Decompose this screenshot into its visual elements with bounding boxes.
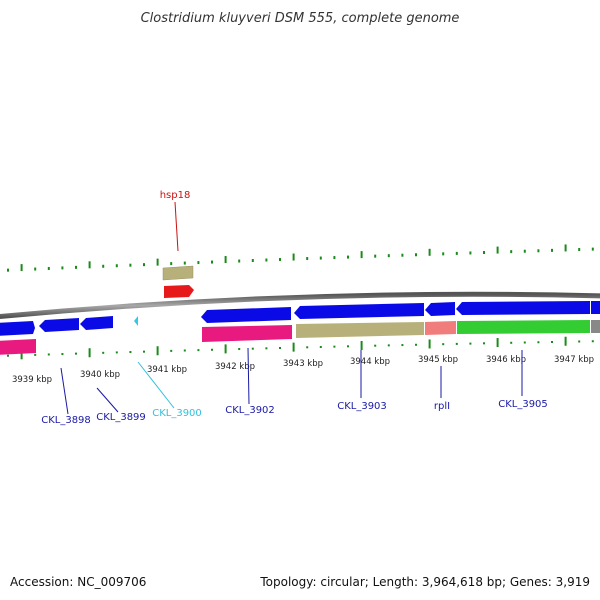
cds-ckl3902-arrow[interactable] bbox=[201, 307, 291, 323]
leader-ckl3898 bbox=[60, 367, 69, 415]
kbp-label: 3939 kbp bbox=[12, 375, 52, 385]
gray-block-right[interactable] bbox=[591, 320, 600, 333]
gene-label-ckl3902[interactable]: CKL_3902 bbox=[225, 405, 275, 416]
cds-ckl3905-arrow[interactable] bbox=[456, 301, 590, 315]
kbp-label: 3942 kbp bbox=[215, 362, 255, 372]
cds-ckl3898-arrow[interactable] bbox=[0, 321, 35, 336]
cds-track bbox=[0, 301, 600, 336]
cds-ckl3899b-arrow[interactable] bbox=[80, 316, 113, 330]
kbp-label: 3941 kbp bbox=[147, 365, 187, 375]
kbp-label: 3945 kbp bbox=[418, 355, 458, 365]
rna-block-ckl3902[interactable] bbox=[202, 325, 292, 342]
gene-label-hsp18[interactable]: hsp18 bbox=[160, 190, 191, 201]
leader-ckl3900 bbox=[137, 361, 175, 409]
gene-label-rpll[interactable]: rplI bbox=[434, 401, 450, 412]
topology-text: Topology: circular; Length: 3,964,618 bp… bbox=[259, 575, 590, 589]
cds-ckl3900-arrow[interactable] bbox=[134, 316, 138, 326]
leader-ckl3902 bbox=[247, 347, 250, 405]
hsp18-gene-tan-block[interactable] bbox=[162, 265, 194, 281]
cds-rpll-arrow[interactable] bbox=[425, 302, 455, 316]
gene-label-ckl3899[interactable]: CKL_3899 bbox=[96, 412, 146, 423]
gene-leader-lines bbox=[60, 347, 523, 415]
accession-text: Accession: NC_009706 bbox=[10, 575, 146, 589]
green-block-ckl3905[interactable] bbox=[457, 320, 590, 334]
cds-ckl3899a-arrow[interactable] bbox=[39, 318, 79, 332]
leader-ckl3899 bbox=[96, 387, 119, 413]
kbp-label: 3944 kbp bbox=[350, 357, 390, 367]
rna-block-left[interactable] bbox=[0, 339, 36, 355]
genome-backbone bbox=[0, 291, 600, 320]
feature-hsp18[interactable] bbox=[162, 201, 194, 298]
kbp-label: 3946 kbp bbox=[486, 355, 526, 365]
feature-color-track bbox=[0, 320, 600, 355]
tan-block-ckl3903[interactable] bbox=[296, 322, 424, 338]
hsp18-gene-arrow[interactable] bbox=[164, 285, 194, 298]
kbp-scale-labels: 3939 kbp 3940 kbp 3941 kbp 3942 kbp 3943… bbox=[12, 355, 594, 385]
gene-label-ckl3903[interactable]: CKL_3903 bbox=[337, 401, 387, 412]
gene-label-ckl3905[interactable]: CKL_3905 bbox=[498, 399, 548, 410]
map-title: Clostridium kluyveri DSM 555, complete g… bbox=[141, 11, 460, 26]
cds-ckl3903-arrow[interactable] bbox=[294, 303, 424, 319]
kbp-label: 3940 kbp bbox=[80, 370, 120, 380]
kbp-label: 3947 kbp bbox=[554, 355, 594, 365]
gene-label-ckl3898[interactable]: CKL_3898 bbox=[41, 415, 91, 426]
kbp-label: 3943 kbp bbox=[283, 359, 323, 369]
inner-tick-marks bbox=[7, 336, 594, 360]
pink-block-rpll[interactable] bbox=[425, 321, 456, 335]
gene-label-ckl3900[interactable]: CKL_3900 bbox=[152, 408, 202, 419]
hsp18-leader-line bbox=[174, 201, 179, 252]
outer-tick-marks bbox=[7, 244, 594, 272]
cds-next-arrow[interactable] bbox=[591, 301, 600, 314]
